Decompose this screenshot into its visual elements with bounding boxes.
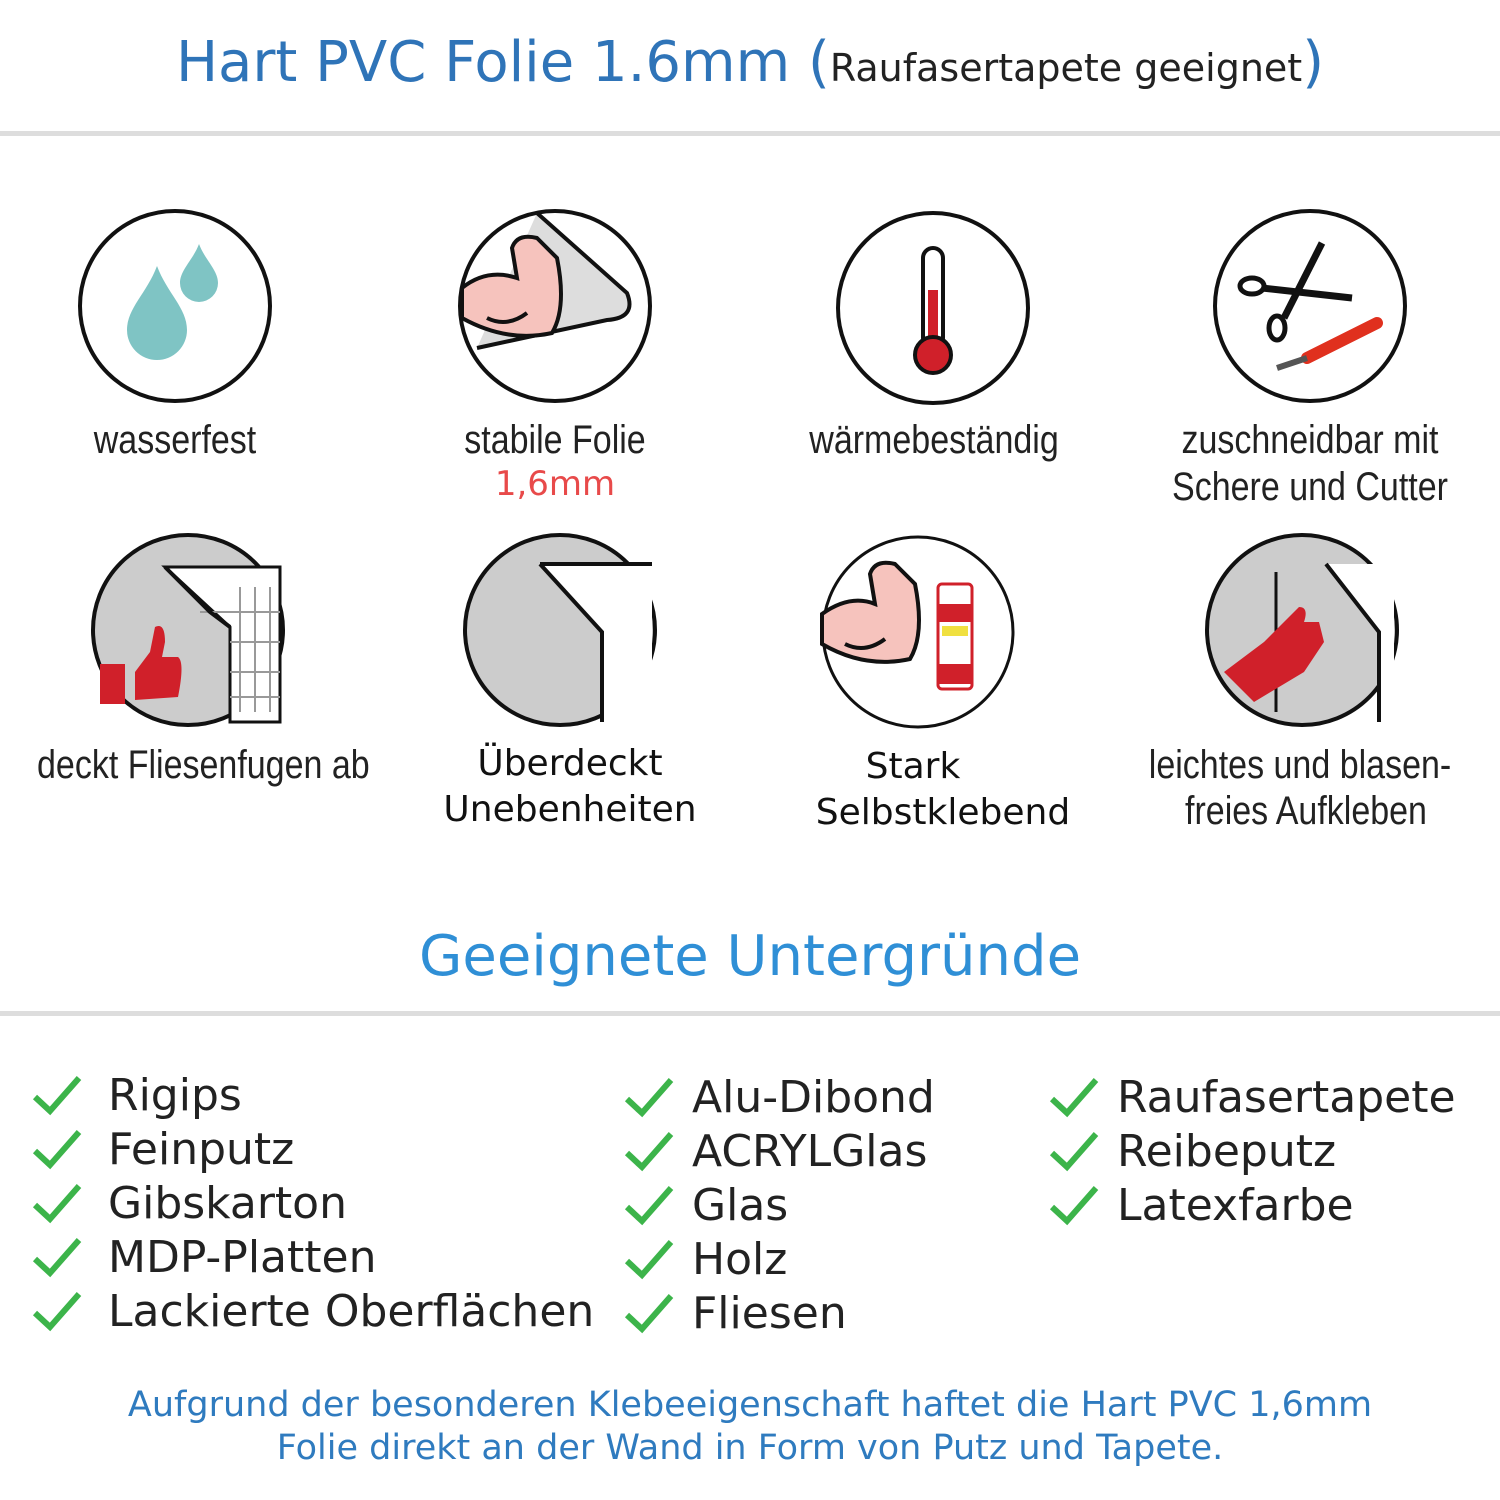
check-icon	[624, 1186, 674, 1226]
check-icon	[32, 1076, 82, 1116]
check-icon	[32, 1130, 82, 1170]
paren-close: )	[1302, 30, 1325, 95]
feature-label-ueberdeckt-2: Unebenheiten	[443, 789, 697, 830]
feature-label-waermebestaendig: wärmebeständig	[809, 418, 1059, 462]
section-title: Geeignete Untergründe	[418, 924, 1082, 989]
list-item: Holz	[624, 1232, 935, 1286]
list-item: Feinputz	[32, 1122, 594, 1176]
list-item: ACRYLGlas	[624, 1124, 935, 1178]
feature-label-stabile-folie: stabile Folie	[464, 418, 646, 462]
feature-label-aufkleben-1: leichtes und blasen-	[1148, 743, 1452, 787]
list-item-label: Reibeputz	[1117, 1125, 1337, 1177]
list-item: Rigips	[32, 1068, 594, 1122]
list-item: Raufasertapete	[1049, 1070, 1456, 1124]
list-item-label: Raufasertapete	[1117, 1071, 1456, 1123]
list-item-label: Latexfarbe	[1117, 1179, 1354, 1231]
check-icon	[624, 1132, 674, 1172]
list-item: Lackierte Oberflächen	[32, 1284, 594, 1338]
strong-arm-roll-icon	[458, 209, 652, 403]
check-icon	[1049, 1132, 1099, 1172]
list-item: Alu-Dibond	[624, 1070, 935, 1124]
list-item: Latexfarbe	[1049, 1178, 1456, 1232]
check-icon	[1049, 1078, 1099, 1118]
check-icon	[624, 1240, 674, 1280]
strong-arm-glue-icon	[820, 535, 1015, 729]
check-icon	[32, 1292, 82, 1332]
thermometer-icon	[836, 211, 1030, 405]
divider	[0, 131, 1500, 136]
surface-list-col1: Rigips Feinputz Gibskarton MDP-Platten L…	[32, 1068, 594, 1338]
check-icon	[624, 1294, 674, 1334]
list-item-label: Alu-Dibond	[692, 1071, 935, 1123]
list-item: Glas	[624, 1178, 935, 1232]
footer-line-1: Aufgrund der besonderen Klebeeigenschaft…	[127, 1385, 1373, 1425]
list-item-label: MDP-Platten	[108, 1231, 377, 1283]
surface-list-col3: Raufasertapete Reibeputz Latexfarbe	[1049, 1070, 1456, 1232]
check-icon	[1049, 1186, 1099, 1226]
feature-sublabel-thickness: 1,6mm	[494, 464, 616, 504]
check-icon	[32, 1238, 82, 1278]
list-item: Fliesen	[624, 1286, 935, 1340]
check-icon	[32, 1184, 82, 1224]
scissors-cutter-icon	[1213, 209, 1407, 403]
footer-line-2: Folie direkt an der Wand in Form von Put…	[276, 1428, 1224, 1468]
list-item: Reibeputz	[1049, 1124, 1456, 1178]
feature-label-zuschneidbar-2: Schere und Cutter	[1172, 465, 1448, 509]
hand-smoothing-icon	[1205, 533, 1399, 727]
divider	[0, 1011, 1500, 1016]
feature-label-fliesenfugen: deckt Fliesenfugen ab	[37, 743, 370, 787]
foil-sheet-icon	[463, 533, 657, 727]
list-item-label: Feinputz	[108, 1123, 295, 1175]
list-item-label: ACRYLGlas	[692, 1125, 928, 1177]
feature-label-aufkleben-2: freies Aufkleben	[1185, 789, 1427, 833]
feature-label-ueberdeckt-1: Überdeckt	[477, 743, 663, 784]
list-item: MDP-Platten	[32, 1230, 594, 1284]
thumbs-up-tiles-icon	[91, 533, 285, 727]
surface-list-col2: Alu-Dibond ACRYLGlas Glas Holz Fliesen	[624, 1070, 935, 1340]
page-title: Hart PVC Folie 1.6mm (Raufasertapete gee…	[0, 30, 1500, 95]
feature-label-zuschneidbar-1: zuschneidbar mit	[1181, 418, 1439, 462]
list-item: Gibskarton	[32, 1176, 594, 1230]
list-item-label: Gibskarton	[108, 1177, 347, 1229]
list-item-label: Holz	[692, 1233, 788, 1285]
title-main: Hart PVC Folie 1.6mm	[175, 30, 791, 95]
list-item-label: Lackierte Oberflächen	[108, 1285, 595, 1337]
feature-label-wasserfest: wasserfest	[93, 418, 257, 462]
water-drops-icon	[78, 209, 272, 403]
list-item-label: Fliesen	[692, 1287, 847, 1339]
feature-label-stark-1: Stark	[865, 746, 961, 787]
footer-note: Aufgrund der besonderen Klebeeigenschaft…	[0, 1384, 1500, 1470]
feature-label-stark-2: Selbstklebend	[815, 792, 1071, 833]
title-subtitle: Raufasertapete geeignet	[829, 46, 1303, 90]
paren-open: (	[807, 30, 830, 95]
list-item-label: Glas	[692, 1179, 789, 1231]
list-item-label: Rigips	[108, 1069, 242, 1121]
check-icon	[624, 1078, 674, 1118]
